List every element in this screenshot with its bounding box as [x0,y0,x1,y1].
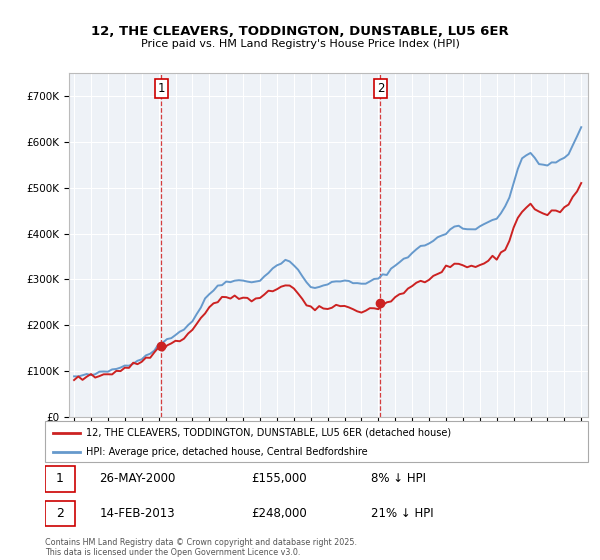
Text: £155,000: £155,000 [251,473,307,486]
Text: Contains HM Land Registry data © Crown copyright and database right 2025.
This d: Contains HM Land Registry data © Crown c… [45,538,357,557]
Text: HPI: Average price, detached house, Central Bedfordshire: HPI: Average price, detached house, Cent… [86,447,367,457]
Text: 2: 2 [56,507,64,520]
Text: 8% ↓ HPI: 8% ↓ HPI [371,473,426,486]
Text: 2: 2 [377,82,384,95]
Text: 14-FEB-2013: 14-FEB-2013 [100,507,175,520]
Text: Price paid vs. HM Land Registry's House Price Index (HPI): Price paid vs. HM Land Registry's House … [140,39,460,49]
Text: £248,000: £248,000 [251,507,307,520]
Text: 26-MAY-2000: 26-MAY-2000 [100,473,176,486]
Text: 12, THE CLEAVERS, TODDINGTON, DUNSTABLE, LU5 6ER (detached house): 12, THE CLEAVERS, TODDINGTON, DUNSTABLE,… [86,428,451,437]
FancyBboxPatch shape [45,466,75,492]
FancyBboxPatch shape [45,501,75,526]
FancyBboxPatch shape [45,421,588,462]
Text: 21% ↓ HPI: 21% ↓ HPI [371,507,433,520]
Text: 12, THE CLEAVERS, TODDINGTON, DUNSTABLE, LU5 6ER: 12, THE CLEAVERS, TODDINGTON, DUNSTABLE,… [91,25,509,38]
Text: 1: 1 [56,473,64,486]
Text: 1: 1 [157,82,165,95]
